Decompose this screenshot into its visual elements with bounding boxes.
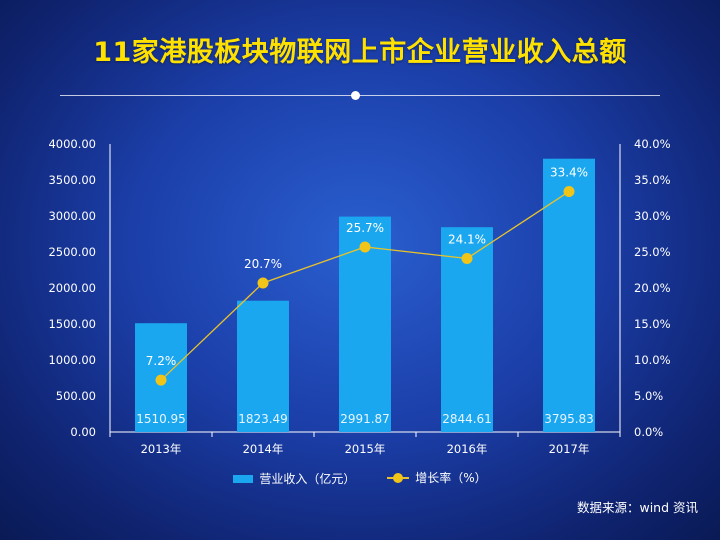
revenue-bar-label: 1510.95 <box>136 412 186 426</box>
line-series <box>155 186 575 386</box>
y-tick-label: 3500.00 <box>48 173 96 187</box>
bar-series <box>135 158 595 432</box>
y-tick-label: 0.00 <box>70 425 96 439</box>
x-tick-label: 2013年 <box>141 442 182 456</box>
y2-tick-label: 20.0% <box>634 281 671 295</box>
revenue-bar-label: 3795.83 <box>544 412 594 426</box>
x-tick-label: 2015年 <box>345 442 386 456</box>
growth-label: 7.2% <box>146 354 177 368</box>
growth-label: 25.7% <box>346 221 384 235</box>
y2-tick-label: 0.0% <box>634 425 663 439</box>
growth-point <box>155 374 167 386</box>
y2-tick-label: 25.0% <box>634 245 671 259</box>
growth-point <box>359 241 371 253</box>
y-tick-label: 3000.00 <box>48 209 96 223</box>
y-tick-label: 2500.00 <box>48 245 96 259</box>
y2-tick-label: 5.0% <box>634 389 663 403</box>
y-tick-label: 4000.00 <box>48 137 96 151</box>
legend: 营业收入（亿元） 增长率（%） <box>0 469 720 487</box>
revenue-bar-label: 1823.49 <box>238 412 288 426</box>
revenue-bar <box>543 158 595 432</box>
growth-label: 24.1% <box>448 232 486 246</box>
y2-tick-label: 40.0% <box>634 137 671 151</box>
legend-bar-swatch <box>233 474 254 483</box>
x-tick-label: 2016年 <box>447 442 488 456</box>
y2-tick-label: 35.0% <box>634 173 671 187</box>
revenue-bar-label: 2844.61 <box>442 412 492 426</box>
title-wrap: 11家港股板块物联网上市企业营业收入总额 <box>0 30 720 69</box>
y-tick-label: 2000.00 <box>48 281 96 295</box>
growth-label: 33.4% <box>550 166 588 180</box>
y2-tick-label: 15.0% <box>634 317 671 331</box>
growth-point <box>461 252 473 264</box>
y-tick-label: 500.00 <box>56 389 96 403</box>
chart-title: 11家港股板块物联网上市企业营业收入总额 <box>93 37 627 68</box>
source-note: 数据来源：wind 资讯 <box>576 500 698 515</box>
y-tick-label: 1000.00 <box>48 353 96 367</box>
growth-point <box>257 277 269 289</box>
x-tick-label: 2017年 <box>549 442 590 456</box>
legend-item-growth: 增长率（%） <box>387 469 487 486</box>
revenue-bar-label: 2991.87 <box>340 412 390 426</box>
legend-label-revenue: 营业收入（亿元） <box>259 472 356 486</box>
chart-axes: 0.00 500.00 1000.00 1500.00 2000.00 2500.00 30… <box>48 137 670 456</box>
legend-line-swatch <box>387 472 410 483</box>
y-tick-label: 1500.00 <box>48 317 96 331</box>
title-divider-dot <box>351 91 360 100</box>
title-divider <box>60 95 660 96</box>
revenue-bar <box>237 300 289 432</box>
growth-label: 20.7% <box>244 257 282 271</box>
growth-point <box>563 186 575 198</box>
y2-tick-label: 30.0% <box>634 209 671 223</box>
legend-item-revenue: 营业收入（亿元） <box>233 470 355 487</box>
data-labels: 1510.95 1823.49 2991.87 2844.61 3795.83 7.2% 2… <box>136 166 594 426</box>
y2-tick-label: 10.0% <box>634 353 671 367</box>
legend-label-growth: 增长率（%） <box>415 471 487 485</box>
x-tick-label: 2014年 <box>243 442 284 456</box>
